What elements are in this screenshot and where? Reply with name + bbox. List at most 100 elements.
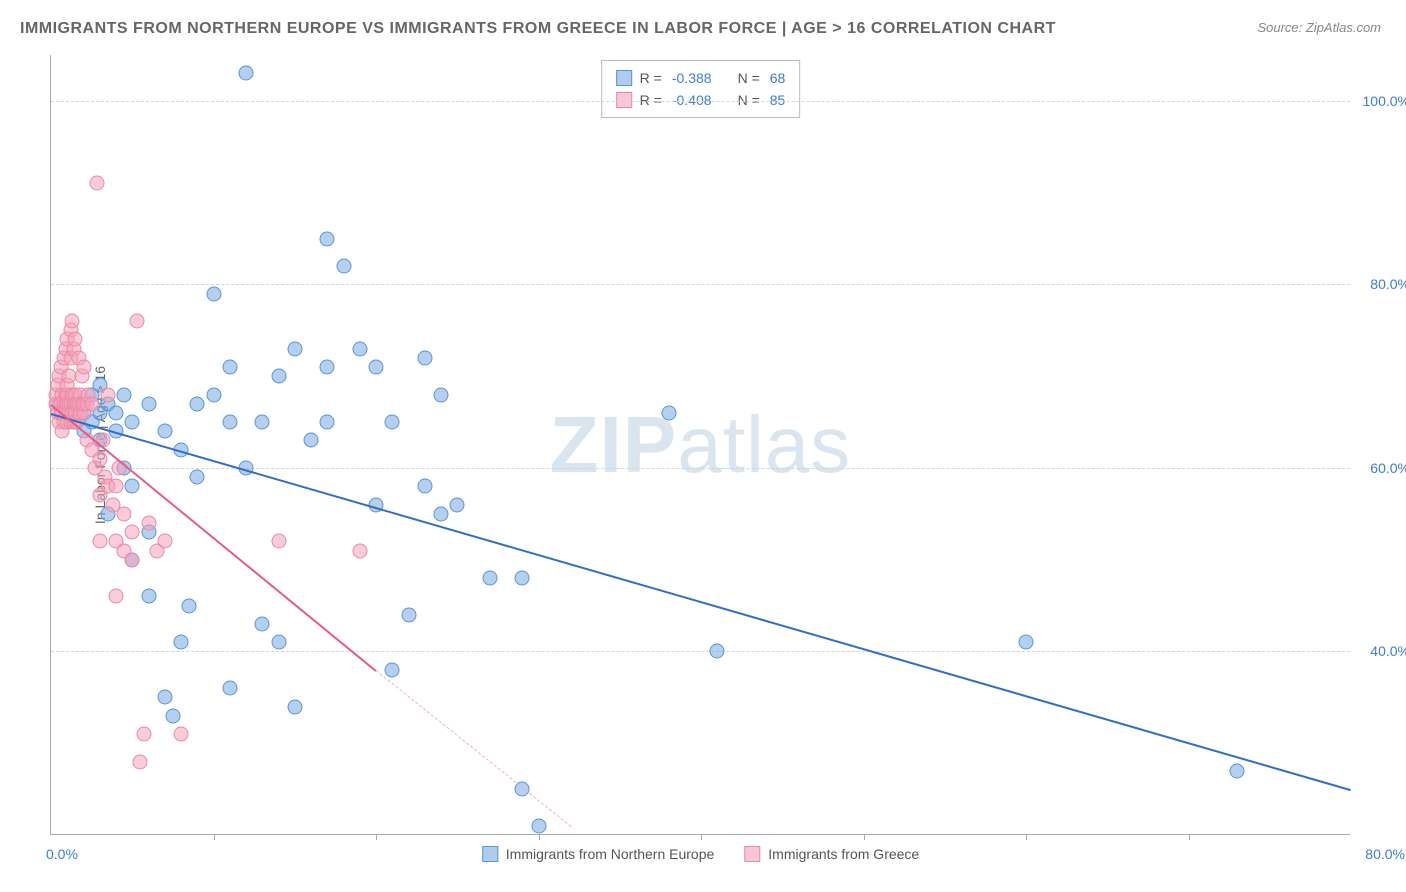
scatter-point xyxy=(206,286,221,301)
scatter-point xyxy=(255,616,270,631)
scatter-point xyxy=(109,479,124,494)
watermark-part-b: atlas xyxy=(677,400,851,489)
x-tick xyxy=(539,834,540,840)
gridline xyxy=(51,101,1350,102)
scatter-point xyxy=(417,479,432,494)
y-tick-label: 40.0% xyxy=(1355,643,1406,659)
scatter-point xyxy=(482,571,497,586)
scatter-point xyxy=(125,552,140,567)
watermark: ZIPatlas xyxy=(550,399,851,491)
scatter-point xyxy=(117,506,132,521)
scatter-point xyxy=(68,332,83,347)
regression-line xyxy=(51,413,1352,791)
scatter-point xyxy=(65,314,80,329)
scatter-point xyxy=(434,387,449,402)
scatter-point xyxy=(450,497,465,512)
scatter-point xyxy=(141,589,156,604)
x-tick xyxy=(701,834,702,840)
scatter-point xyxy=(320,360,335,375)
scatter-point xyxy=(417,350,432,365)
scatter-point xyxy=(157,424,172,439)
legend-label: Immigrants from Greece xyxy=(768,846,919,862)
scatter-point xyxy=(531,818,546,833)
scatter-point xyxy=(190,470,205,485)
scatter-point xyxy=(165,708,180,723)
scatter-point xyxy=(287,699,302,714)
scatter-point xyxy=(336,259,351,274)
legend-item-pink: Immigrants from Greece xyxy=(744,846,919,862)
gridline xyxy=(51,284,1350,285)
source-attribution: Source: ZipAtlas.com xyxy=(1257,20,1381,35)
legend-label: Immigrants from Northern Europe xyxy=(506,846,715,862)
swatch-blue-icon xyxy=(616,70,632,86)
x-axis-max-label: 80.0% xyxy=(1365,846,1405,862)
legend-item-blue: Immigrants from Northern Europe xyxy=(482,846,715,862)
scatter-point xyxy=(89,176,104,191)
regression-line-extrapolated xyxy=(376,670,572,827)
scatter-point xyxy=(320,231,335,246)
stats-legend: R = -0.388 N = 68 R = -0.408 N = 85 xyxy=(601,60,801,118)
r-value: -0.388 xyxy=(672,70,712,86)
y-tick-label: 100.0% xyxy=(1355,93,1406,109)
scatter-point xyxy=(174,635,189,650)
x-tick xyxy=(864,834,865,840)
scatter-point xyxy=(125,415,140,430)
scatter-point xyxy=(434,506,449,521)
scatter-point xyxy=(287,341,302,356)
scatter-point xyxy=(100,387,115,402)
scatter-point xyxy=(130,314,145,329)
scatter-point xyxy=(222,415,237,430)
scatter-point xyxy=(515,571,530,586)
scatter-point xyxy=(304,433,319,448)
scatter-point xyxy=(320,415,335,430)
scatter-point xyxy=(76,360,91,375)
scatter-point xyxy=(157,534,172,549)
scatter-point xyxy=(385,662,400,677)
scatter-point xyxy=(352,341,367,356)
scatter-point xyxy=(92,451,107,466)
scatter-point xyxy=(117,387,132,402)
scatter-point xyxy=(710,644,725,659)
gridline xyxy=(51,651,1350,652)
scatter-point xyxy=(352,543,367,558)
scatter-point xyxy=(92,534,107,549)
r-label: R = xyxy=(640,70,662,86)
swatch-pink-icon xyxy=(744,846,760,862)
scatter-chart: In Labor Force | Age > 16 0.0% 80.0% R =… xyxy=(50,55,1350,835)
scatter-point xyxy=(239,66,254,81)
scatter-point xyxy=(206,387,221,402)
scatter-point xyxy=(271,369,286,384)
y-tick-label: 80.0% xyxy=(1355,276,1406,292)
scatter-point xyxy=(157,690,172,705)
scatter-point xyxy=(141,516,156,531)
scatter-point xyxy=(125,525,140,540)
scatter-point xyxy=(109,405,124,420)
stats-legend-row-blue: R = -0.388 N = 68 xyxy=(616,67,786,89)
scatter-point xyxy=(369,360,384,375)
scatter-point xyxy=(190,396,205,411)
scatter-point xyxy=(174,727,189,742)
scatter-point xyxy=(1019,635,1034,650)
swatch-blue-icon xyxy=(482,846,498,862)
x-tick xyxy=(376,834,377,840)
series-legend: Immigrants from Northern Europe Immigran… xyxy=(482,846,919,862)
y-tick-label: 60.0% xyxy=(1355,460,1406,476)
x-tick xyxy=(1189,834,1190,840)
x-axis-min-label: 0.0% xyxy=(46,846,78,862)
watermark-part-a: ZIP xyxy=(550,400,677,489)
scatter-point xyxy=(136,727,151,742)
x-tick xyxy=(1026,834,1027,840)
chart-title: IMMIGRANTS FROM NORTHERN EUROPE VS IMMIG… xyxy=(20,20,1056,38)
scatter-point xyxy=(84,396,99,411)
n-label: N = xyxy=(738,70,760,86)
scatter-point xyxy=(125,479,140,494)
x-tick xyxy=(214,834,215,840)
scatter-point xyxy=(141,396,156,411)
scatter-point xyxy=(222,681,237,696)
scatter-point xyxy=(271,635,286,650)
n-value: 68 xyxy=(770,70,786,86)
scatter-point xyxy=(1230,763,1245,778)
scatter-point xyxy=(385,415,400,430)
scatter-point xyxy=(182,598,197,613)
scatter-point xyxy=(255,415,270,430)
